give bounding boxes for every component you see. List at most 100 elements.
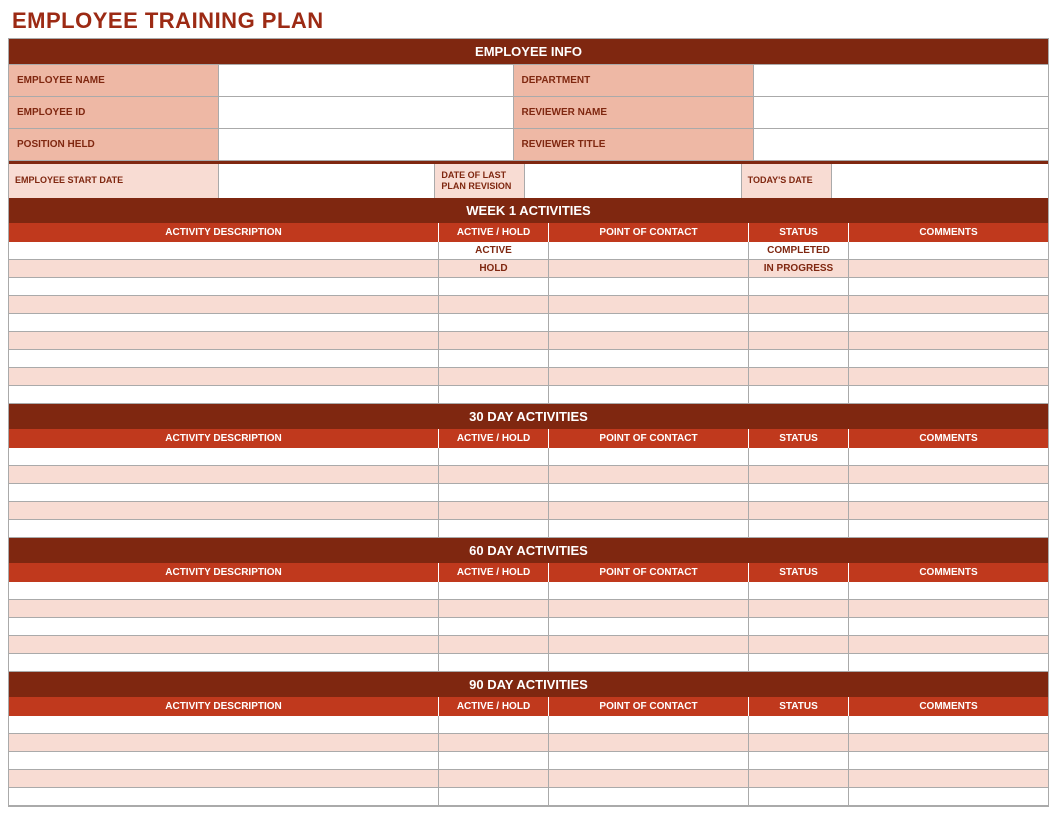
status-cell[interactable] <box>749 278 849 296</box>
status-cell[interactable] <box>749 752 849 770</box>
status-cell[interactable] <box>749 520 849 538</box>
info-value[interactable] <box>219 97 514 129</box>
status-cell[interactable] <box>749 600 849 618</box>
point-of-contact-cell[interactable] <box>549 582 749 600</box>
status-cell[interactable] <box>749 734 849 752</box>
active-hold-cell[interactable] <box>439 788 549 806</box>
activity-description-cell[interactable] <box>9 618 439 636</box>
active-hold-cell[interactable] <box>439 770 549 788</box>
active-hold-cell[interactable] <box>439 618 549 636</box>
point-of-contact-cell[interactable] <box>549 788 749 806</box>
activity-description-cell[interactable] <box>9 368 439 386</box>
comments-cell[interactable] <box>849 484 1048 502</box>
comments-cell[interactable] <box>849 770 1048 788</box>
active-hold-cell[interactable] <box>439 314 549 332</box>
status-cell[interactable] <box>749 368 849 386</box>
active-hold-cell[interactable] <box>439 600 549 618</box>
activity-description-cell[interactable] <box>9 600 439 618</box>
activity-description-cell[interactable] <box>9 654 439 672</box>
point-of-contact-cell[interactable] <box>549 752 749 770</box>
comments-cell[interactable] <box>849 386 1048 404</box>
point-of-contact-cell[interactable] <box>549 502 749 520</box>
status-cell[interactable] <box>749 770 849 788</box>
point-of-contact-cell[interactable] <box>549 448 749 466</box>
point-of-contact-cell[interactable] <box>549 618 749 636</box>
status-cell[interactable] <box>749 350 849 368</box>
activity-description-cell[interactable] <box>9 788 439 806</box>
info-value[interactable] <box>754 129 1049 161</box>
status-cell[interactable] <box>749 332 849 350</box>
status-cell[interactable] <box>749 636 849 654</box>
comments-cell[interactable] <box>849 734 1048 752</box>
status-cell[interactable] <box>749 296 849 314</box>
comments-cell[interactable] <box>849 448 1048 466</box>
active-hold-cell[interactable] <box>439 716 549 734</box>
active-hold-cell[interactable] <box>439 332 549 350</box>
active-hold-cell[interactable] <box>439 448 549 466</box>
start-date-value[interactable] <box>219 164 435 198</box>
activity-description-cell[interactable] <box>9 314 439 332</box>
active-hold-cell[interactable] <box>439 654 549 672</box>
comments-cell[interactable] <box>849 296 1048 314</box>
point-of-contact-cell[interactable] <box>549 314 749 332</box>
status-cell[interactable] <box>749 654 849 672</box>
activity-description-cell[interactable] <box>9 466 439 484</box>
activity-description-cell[interactable] <box>9 582 439 600</box>
comments-cell[interactable] <box>849 582 1048 600</box>
comments-cell[interactable] <box>849 242 1048 260</box>
comments-cell[interactable] <box>849 618 1048 636</box>
active-hold-cell[interactable] <box>439 502 549 520</box>
point-of-contact-cell[interactable] <box>549 484 749 502</box>
active-hold-cell[interactable] <box>439 520 549 538</box>
activity-description-cell[interactable] <box>9 332 439 350</box>
info-value[interactable] <box>219 129 514 161</box>
comments-cell[interactable] <box>849 752 1048 770</box>
point-of-contact-cell[interactable] <box>549 636 749 654</box>
status-cell[interactable] <box>749 716 849 734</box>
active-hold-cell[interactable] <box>439 386 549 404</box>
comments-cell[interactable] <box>849 368 1048 386</box>
status-cell[interactable] <box>749 618 849 636</box>
activity-description-cell[interactable] <box>9 448 439 466</box>
comments-cell[interactable] <box>849 600 1048 618</box>
point-of-contact-cell[interactable] <box>549 368 749 386</box>
status-cell[interactable] <box>749 314 849 332</box>
status-cell[interactable] <box>749 466 849 484</box>
active-hold-cell[interactable] <box>439 484 549 502</box>
activity-description-cell[interactable] <box>9 752 439 770</box>
status-cell[interactable] <box>749 502 849 520</box>
activity-description-cell[interactable] <box>9 484 439 502</box>
activity-description-cell[interactable] <box>9 716 439 734</box>
point-of-contact-cell[interactable] <box>549 716 749 734</box>
revision-date-value[interactable] <box>525 164 741 198</box>
activity-description-cell[interactable] <box>9 770 439 788</box>
point-of-contact-cell[interactable] <box>549 600 749 618</box>
point-of-contact-cell[interactable] <box>549 260 749 278</box>
activity-description-cell[interactable] <box>9 242 439 260</box>
comments-cell[interactable] <box>849 332 1048 350</box>
active-hold-cell[interactable] <box>439 296 549 314</box>
comments-cell[interactable] <box>849 636 1048 654</box>
activity-description-cell[interactable] <box>9 350 439 368</box>
point-of-contact-cell[interactable] <box>549 520 749 538</box>
status-cell[interactable]: IN PROGRESS <box>749 260 849 278</box>
point-of-contact-cell[interactable] <box>549 242 749 260</box>
point-of-contact-cell[interactable] <box>549 466 749 484</box>
info-value[interactable] <box>754 65 1049 97</box>
info-value[interactable] <box>754 97 1049 129</box>
active-hold-cell[interactable]: ACTIVE <box>439 242 549 260</box>
point-of-contact-cell[interactable] <box>549 296 749 314</box>
comments-cell[interactable] <box>849 502 1048 520</box>
point-of-contact-cell[interactable] <box>549 734 749 752</box>
status-cell[interactable] <box>749 788 849 806</box>
active-hold-cell[interactable] <box>439 368 549 386</box>
point-of-contact-cell[interactable] <box>549 332 749 350</box>
active-hold-cell[interactable] <box>439 752 549 770</box>
active-hold-cell[interactable] <box>439 466 549 484</box>
activity-description-cell[interactable] <box>9 502 439 520</box>
activity-description-cell[interactable] <box>9 260 439 278</box>
active-hold-cell[interactable] <box>439 636 549 654</box>
point-of-contact-cell[interactable] <box>549 386 749 404</box>
active-hold-cell[interactable] <box>439 278 549 296</box>
activity-description-cell[interactable] <box>9 520 439 538</box>
